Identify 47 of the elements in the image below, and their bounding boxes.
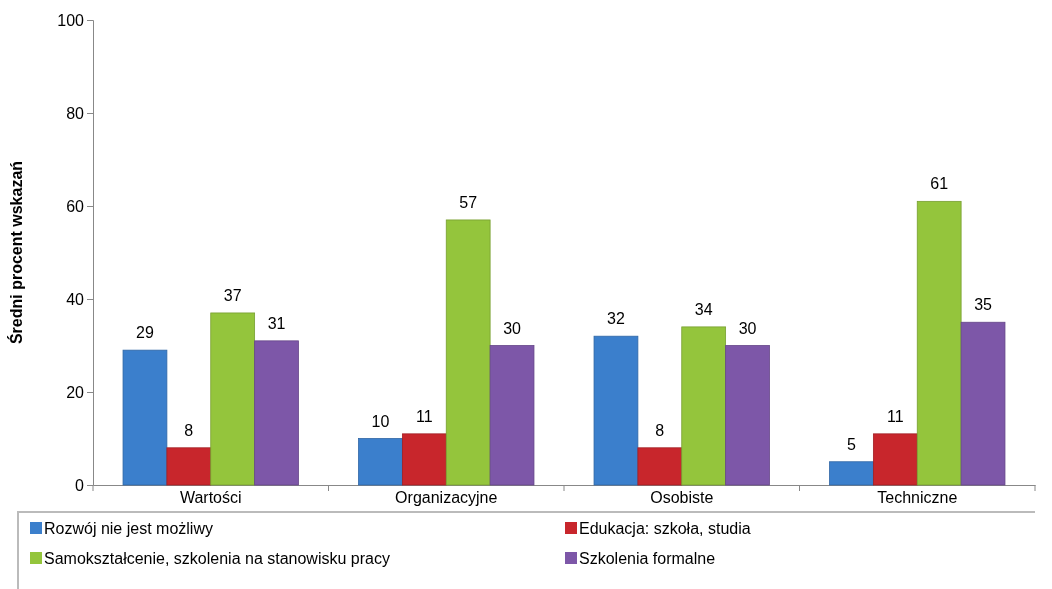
bar — [401, 433, 447, 486]
x-tick-label: Osobiste — [650, 489, 714, 507]
data-label: 30 — [738, 319, 757, 337]
legend-label: Samokształcenie, szkolenia na stanowisku pracy — [44, 550, 390, 567]
legend-label: Szkolenia formalne — [579, 550, 716, 567]
x-tick-label: Wartości — [179, 489, 242, 507]
data-label: 35 — [974, 296, 993, 314]
bar — [210, 312, 256, 486]
bar — [872, 433, 918, 486]
x-tick-label: Organizacyjne — [395, 489, 498, 507]
data-label: 11 — [416, 407, 433, 425]
bar — [166, 447, 212, 486]
data-label: 8 — [184, 421, 194, 439]
bar — [725, 345, 770, 486]
data-label: 57 — [459, 193, 478, 211]
bar — [122, 349, 168, 486]
bar — [489, 345, 535, 486]
bar — [681, 326, 727, 486]
data-label: 8 — [655, 421, 665, 439]
bar — [254, 340, 299, 486]
y-tick-label: 20 — [66, 383, 85, 401]
data-label: 31 — [267, 314, 286, 332]
legend-label: Rozwój nie jest możliwy — [44, 520, 213, 537]
bar — [358, 438, 403, 486]
y-axis-title: Średni procent wskazań — [7, 160, 25, 345]
y-tick-label: 40 — [66, 290, 85, 308]
x-tick-label: Techniczne — [877, 489, 958, 507]
data-label: 5 — [847, 435, 856, 453]
y-tick-label: 60 — [66, 197, 85, 215]
y-tick-label: 80 — [66, 104, 85, 122]
bar — [637, 447, 683, 486]
data-label: 10 — [371, 412, 390, 430]
data-label: 32 — [607, 310, 625, 328]
y-tick-label: 0 — [75, 476, 85, 494]
bar — [916, 200, 962, 486]
bar — [829, 461, 874, 486]
data-label: 34 — [694, 300, 713, 318]
bar — [445, 219, 491, 486]
bar — [960, 321, 1006, 486]
data-label: 30 — [503, 319, 522, 337]
legend-label: Edukacja: szkoła, studia — [579, 520, 751, 537]
data-label: 29 — [136, 324, 154, 342]
data-label: 11 — [887, 407, 904, 425]
data-label: 61 — [930, 175, 949, 193]
bar — [593, 335, 639, 486]
data-label: 37 — [223, 286, 242, 304]
y-tick-label: 100 — [57, 11, 85, 29]
